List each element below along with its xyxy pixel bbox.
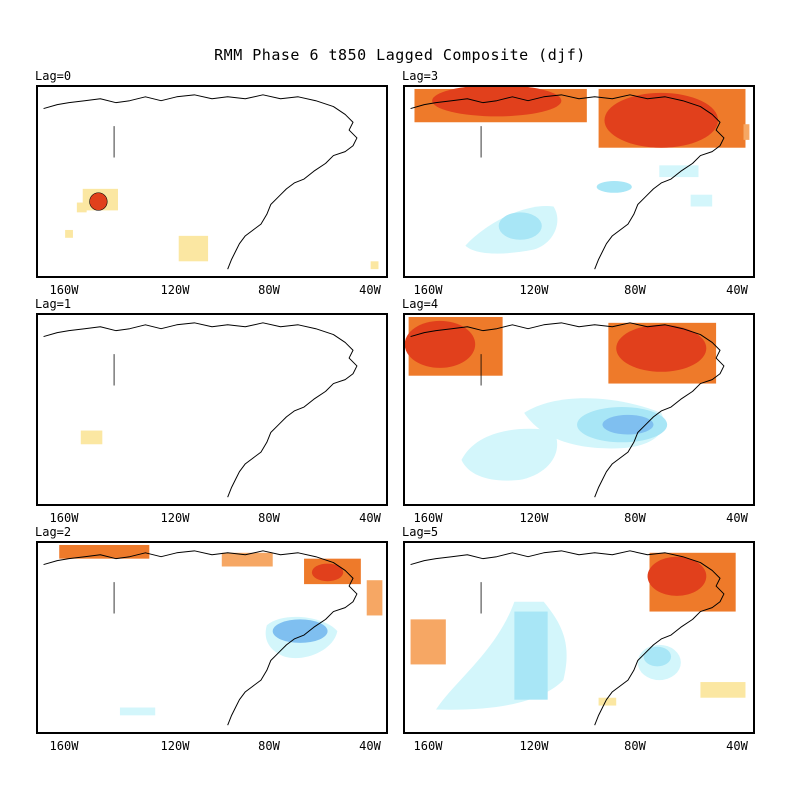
tick-160w: 160W [49,511,79,525]
tick-160w: 160W [413,739,443,753]
map-lag0 [36,85,388,278]
anomaly-shading [405,316,717,481]
tick-40w: 40W [359,283,381,297]
tick-80w: 80W [624,283,646,297]
panel-lag5: Lag=5 [402,525,755,753]
lon-ticks: 160W 120W 80W 40W [36,283,388,297]
lon-ticks: 160W 120W 80W 40W [36,511,388,525]
coastline-map [410,322,725,498]
anomaly-shading [410,552,746,710]
lon-ticks: 160W 120W 80W 40W [403,511,755,525]
coastline-map [43,550,358,726]
map-lag5 [403,541,755,734]
coastline-map [43,322,358,498]
tick-40w: 40W [359,511,381,525]
anomaly-shading [59,544,383,716]
coastline-map [43,94,358,270]
anomaly-shading [80,430,103,445]
lon-ticks: 160W 120W 80W 40W [403,283,755,297]
tick-40w: 40W [726,739,748,753]
map-lag2 [36,541,388,734]
lon-ticks: 160W 120W 80W 40W [36,739,388,753]
tick-80w: 80W [624,739,646,753]
panel-label: Lag=3 [402,69,439,83]
panel-label: Lag=5 [402,525,439,539]
panel-lag2: Lag=2 [35,525,388,753]
panel-label: Lag=1 [35,297,72,311]
anomaly-shading [65,188,379,270]
panel-lag1: Lag=1 [35,297,388,525]
panel-label: Lag=2 [35,525,72,539]
tick-120w: 120W [519,283,549,297]
tick-80w: 80W [258,283,280,297]
map-lag4 [403,313,755,506]
tick-160w: 160W [413,283,443,297]
tick-160w: 160W [413,511,443,525]
map-lag3 [403,85,755,278]
tick-120w: 120W [519,511,549,525]
panel-lag4: Lag=4 [402,297,755,525]
tick-80w: 80W [624,511,646,525]
coastline-map [410,550,725,726]
figure-title: RMM Phase 6 t850 Lagged Composite (djf) [214,46,586,64]
coastline-map [410,94,725,270]
tick-80w: 80W [258,739,280,753]
tick-120w: 120W [160,283,190,297]
tick-40w: 40W [726,283,748,297]
panel-label: Lag=0 [35,69,72,83]
panel-lag3: Lag=3 [402,69,755,297]
lon-ticks: 160W 120W 80W 40W [403,739,755,753]
tick-120w: 120W [519,739,549,753]
map-lag1 [36,313,388,506]
panel-lag0: Lag=0 [35,69,388,297]
tick-40w: 40W [359,739,381,753]
panel-label: Lag=4 [402,297,439,311]
tick-160w: 160W [49,283,79,297]
tick-80w: 80W [258,511,280,525]
tick-40w: 40W [726,511,748,525]
tick-160w: 160W [49,739,79,753]
anomaly-shading [414,87,750,254]
tick-120w: 120W [160,739,190,753]
tick-120w: 120W [160,511,190,525]
